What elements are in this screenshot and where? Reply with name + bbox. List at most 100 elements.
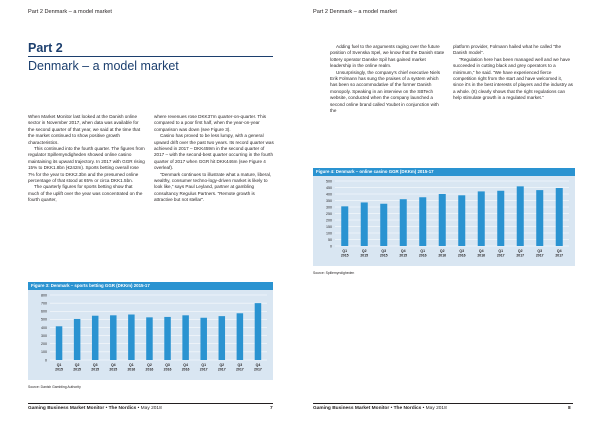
figure-3-chart: Figure 3: Denmark – sports betting GGR (… bbox=[28, 282, 273, 380]
y-tick-label: 500 bbox=[41, 318, 47, 322]
x-tick-label: Q4 bbox=[183, 363, 188, 367]
bar bbox=[146, 317, 153, 360]
bar bbox=[200, 317, 207, 360]
x-tick-year-label: 2015 bbox=[91, 368, 99, 372]
x-tick-year-label: 2016 bbox=[164, 368, 172, 372]
y-tick-label: 0 bbox=[330, 244, 332, 248]
bar bbox=[164, 316, 171, 360]
paragraph: “Denmark continues to illustrate what a … bbox=[154, 171, 272, 203]
x-tick-year-label: 2016 bbox=[419, 254, 427, 258]
chart-title: Figure 4: Denmark – online casino GGR (D… bbox=[313, 168, 575, 176]
x-tick-label: Q2 bbox=[518, 249, 523, 253]
chart-title: Figure 3: Denmark – sports betting GGR (… bbox=[28, 282, 273, 290]
x-tick-label: Q3 bbox=[93, 363, 98, 367]
footer-publication: Gaming Business Market Monitor • The Nor… bbox=[28, 406, 162, 411]
bar bbox=[380, 203, 388, 246]
page-number: 8 bbox=[568, 406, 571, 411]
x-tick-year-label: 2016 bbox=[458, 254, 466, 258]
x-tick-label: Q1 bbox=[57, 363, 62, 367]
paragraph: Unsurprisingly, the company’s chief exec… bbox=[330, 69, 441, 114]
x-tick-year-label: 2015 bbox=[109, 368, 117, 372]
x-tick-year-label: 2016 bbox=[146, 368, 154, 372]
x-tick-label: Q1 bbox=[342, 249, 347, 253]
y-tick-label: 0 bbox=[45, 358, 47, 362]
y-tick-label: 400 bbox=[41, 326, 47, 330]
bar bbox=[218, 316, 226, 360]
footer-section: The Nordics bbox=[108, 406, 137, 411]
x-tick-label: Q3 bbox=[381, 249, 386, 253]
footer-date: • May 2018 bbox=[136, 406, 162, 411]
bar bbox=[399, 199, 407, 246]
x-tick-label: Q4 bbox=[479, 249, 484, 253]
body-column-1: When Market Monitor last looked at the D… bbox=[28, 114, 145, 204]
x-tick-label: Q2 bbox=[147, 363, 152, 367]
footer-brand-name: Gaming Business Market Monitor bbox=[313, 406, 390, 411]
x-tick-year-label: 2017 bbox=[555, 254, 563, 258]
title-divider bbox=[28, 56, 273, 57]
chart-source: Source: Danish Gambling Authority bbox=[28, 385, 81, 389]
y-tick-label: 100 bbox=[41, 350, 47, 354]
x-tick-label: Q2 bbox=[440, 249, 445, 253]
bar bbox=[516, 186, 524, 246]
footer-publication: Gaming Business Market Monitor • The Nor… bbox=[313, 406, 447, 411]
body-column-2: where revenues rose DKK37m quarter-on-qu… bbox=[154, 114, 274, 204]
x-tick-year-label: 2015 bbox=[341, 254, 349, 258]
bar bbox=[536, 190, 544, 246]
x-tick-year-label: 2017 bbox=[516, 254, 524, 258]
figure-4-chart: Figure 4: Denmark – online casino GGR (D… bbox=[313, 168, 575, 266]
bar bbox=[91, 315, 99, 360]
x-tick-label: Q1 bbox=[420, 249, 425, 253]
bar bbox=[128, 314, 135, 360]
x-tick-year-label: 2016 bbox=[182, 368, 190, 372]
running-head: Part 2 Denmark – a model market bbox=[28, 9, 112, 15]
x-tick-year-label: 2015 bbox=[55, 368, 63, 372]
x-tick-label: Q3 bbox=[165, 363, 170, 367]
bar bbox=[419, 197, 427, 246]
y-tick-label: 800 bbox=[41, 293, 47, 297]
x-tick-label: Q3 bbox=[238, 363, 243, 367]
y-tick-label: 300 bbox=[326, 205, 332, 209]
paragraph: “Regulation here has been managed well a… bbox=[453, 56, 573, 101]
page-number: 7 bbox=[270, 406, 273, 411]
x-tick-year-label: 2016 bbox=[477, 254, 485, 258]
left-page: Part 2 Denmark – a model market Part 2 D… bbox=[28, 9, 274, 411]
x-tick-year-label: 2015 bbox=[73, 368, 81, 372]
bar bbox=[438, 194, 446, 246]
x-tick-year-label: 2016 bbox=[127, 368, 135, 372]
paragraph: Adding fuel to the arguments raging over… bbox=[330, 44, 445, 69]
paragraph: When Market Monitor last looked at the D… bbox=[28, 114, 141, 145]
bar bbox=[477, 191, 485, 246]
y-tick-label: 50 bbox=[328, 238, 332, 242]
x-tick-year-label: 2017 bbox=[236, 368, 244, 372]
bar bbox=[110, 315, 117, 360]
y-tick-label: 250 bbox=[326, 212, 332, 216]
page-title: Denmark – a model market bbox=[28, 59, 179, 73]
chart-plot-area: 050100150200250300350400450500Q12015Q220… bbox=[326, 179, 569, 258]
y-tick-label: 100 bbox=[326, 231, 332, 235]
y-tick-label: 700 bbox=[41, 301, 47, 305]
footer-divider bbox=[313, 403, 573, 404]
x-tick-year-label: 2017 bbox=[254, 368, 262, 372]
bar bbox=[254, 303, 262, 360]
x-tick-year-label: 2015 bbox=[360, 254, 368, 258]
paragraph: The quarterly figures for sports betting… bbox=[28, 184, 143, 203]
x-tick-year-label: 2017 bbox=[200, 368, 208, 372]
part-label: Part 2 bbox=[28, 41, 63, 55]
bar bbox=[55, 326, 63, 360]
x-tick-year-label: 2015 bbox=[380, 254, 388, 258]
bar bbox=[73, 318, 81, 360]
bar bbox=[236, 313, 244, 360]
x-tick-label: Q2 bbox=[362, 249, 367, 253]
x-tick-label: Q3 bbox=[459, 249, 464, 253]
x-tick-label: Q1 bbox=[498, 249, 503, 253]
y-tick-label: 200 bbox=[41, 342, 47, 346]
body-column-2: platform provider, Folmann hailed what h… bbox=[453, 44, 574, 102]
bar bbox=[497, 190, 505, 246]
x-tick-year-label: 2017 bbox=[536, 254, 544, 258]
x-tick-year-label: 2017 bbox=[218, 368, 226, 372]
x-tick-year-label: 2016 bbox=[438, 254, 446, 258]
running-head: Part 2 Denmark – a model market bbox=[313, 9, 397, 15]
x-tick-label: Q4 bbox=[401, 249, 406, 253]
footer-date: • May 2018 bbox=[421, 406, 447, 411]
footer-divider bbox=[28, 403, 273, 404]
